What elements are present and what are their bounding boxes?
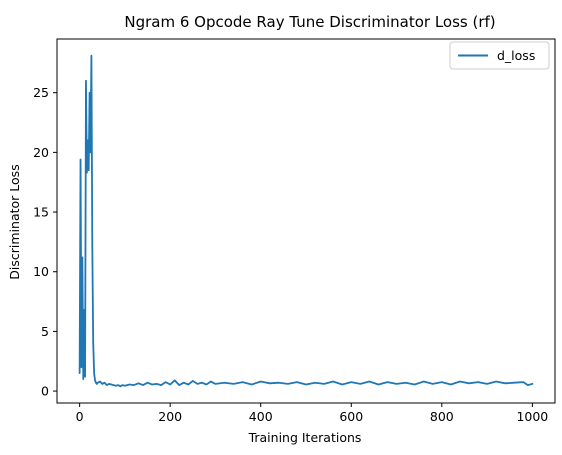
- y-tick-label: 5: [41, 324, 49, 339]
- x-tick-label: 400: [249, 409, 273, 424]
- x-tick-label: 0: [76, 409, 84, 424]
- plot-area: 0 200 400 600 800 1000 0 5 10 15 20 25: [33, 38, 556, 424]
- y-tick-label: 0: [41, 384, 49, 399]
- legend-label-d-loss: d_loss: [497, 48, 535, 63]
- y-tick-label: 15: [33, 205, 49, 220]
- y-tick-label: 20: [33, 145, 49, 160]
- x-tick-label: 200: [158, 409, 182, 424]
- y-tick-label: 25: [33, 85, 49, 100]
- y-axis-label: Discriminator Loss: [7, 164, 22, 279]
- axes-frame: [56, 38, 556, 404]
- y-tick-label: 10: [33, 264, 49, 279]
- x-axis-label: Training Iterations: [248, 430, 362, 445]
- legend-box: [449, 41, 550, 70]
- x-tick-label: 600: [339, 409, 363, 424]
- series-line-d-loss: [78, 54, 534, 388]
- legend: d_loss: [449, 41, 550, 70]
- chart-title: Ngram 6 Opcode Ray Tune Discriminator Lo…: [124, 13, 495, 31]
- x-tick-label: 1000: [516, 409, 548, 424]
- x-tick-label: 800: [430, 409, 454, 424]
